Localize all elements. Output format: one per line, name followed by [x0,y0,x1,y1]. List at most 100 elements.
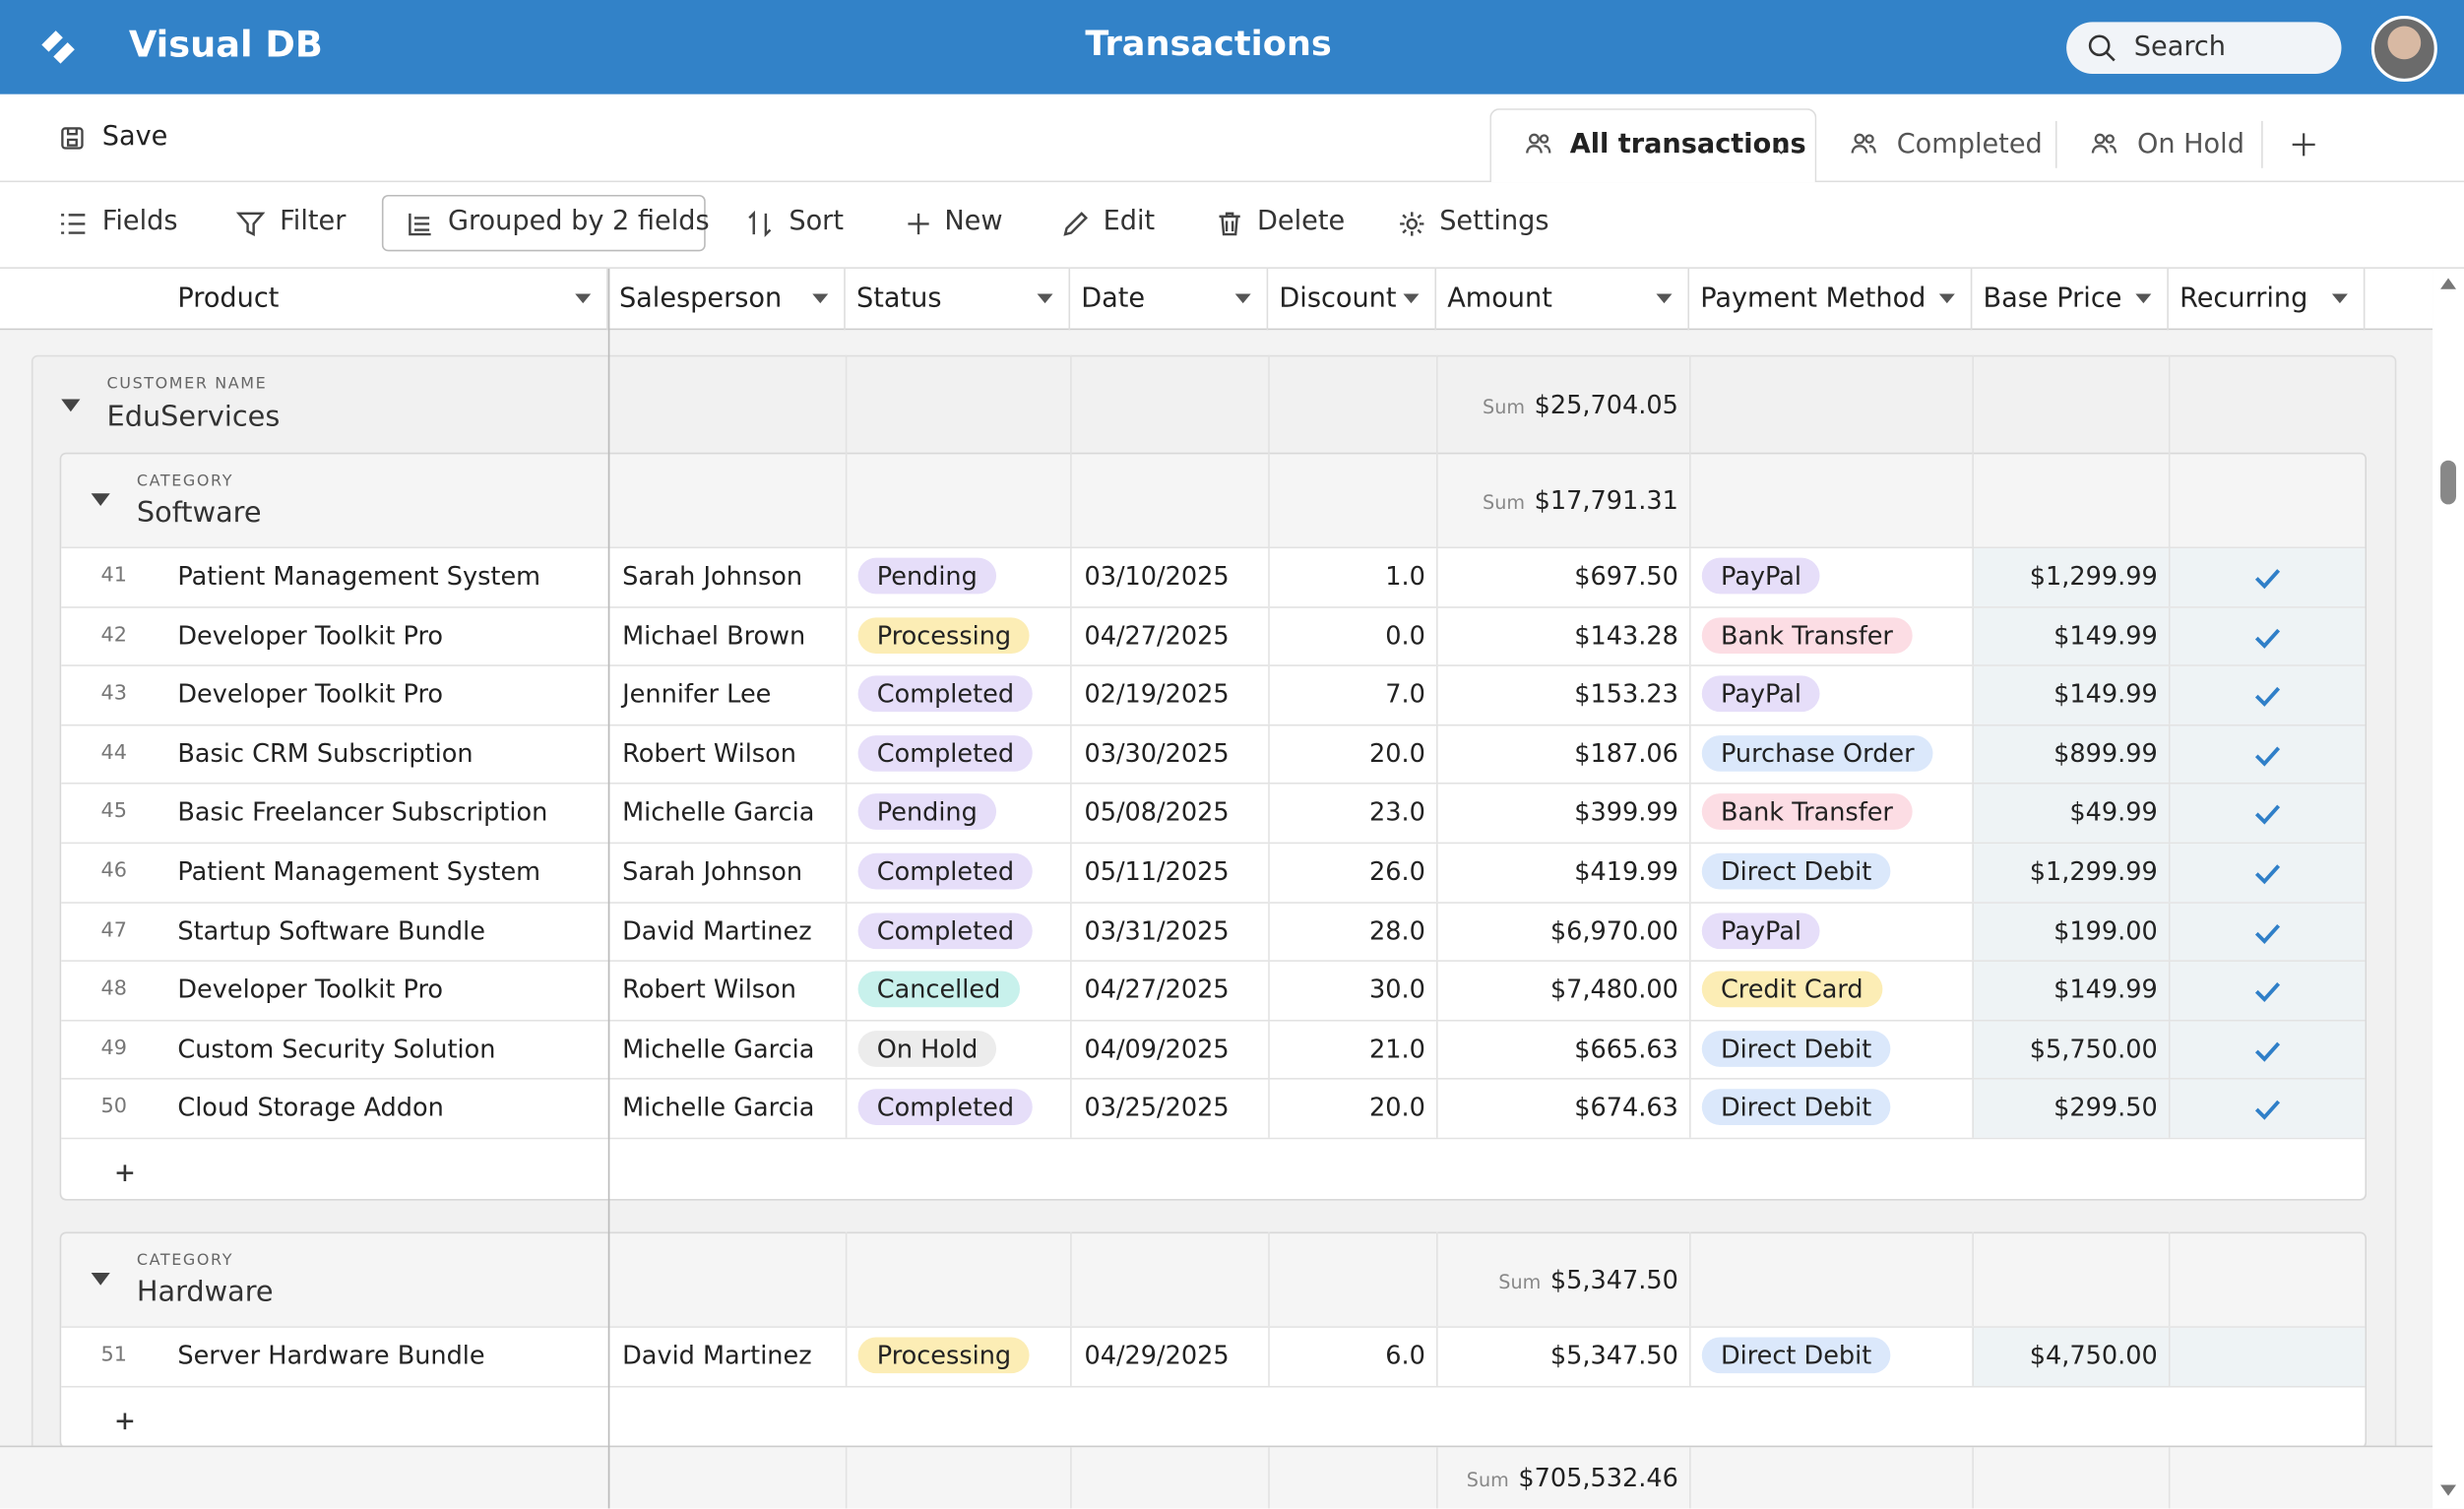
row-number: 51 [100,1343,127,1367]
check-mark [2251,680,2283,712]
table-cell: Michelle Garcia [607,1021,846,1080]
tag: Pending [857,557,997,595]
add-row[interactable] [61,1385,2366,1447]
cell-value: 7.0 [1385,678,1425,710]
cell-value: $153.23 [1574,678,1678,710]
table-cell: Bank Transfer [1689,785,1972,844]
table-row[interactable]: 41 Patient Management System Sarah Johnson… [61,546,2366,607]
table-cell: $187.06 [1436,725,1689,785]
column-head[interactable]: Discount [1268,268,1437,331]
table-row[interactable]: 48 Developer Toolkit Pro Robert Wilson Canc… [61,960,2366,1021]
column-head[interactable]: Recurring [2169,268,2366,331]
cell-value: Startup Software Bundle [177,914,485,946]
table-cell: Direct Debit [1689,1080,1972,1139]
group-sum: Sum $17,791.31 [1436,485,1678,515]
action-button[interactable]: Fields [101,206,178,238]
view-icon [1847,130,1881,158]
search-box[interactable]: Search [2066,22,2342,75]
sum-label: Sum [1498,1271,1542,1293]
table-cell: $5,750.00 [1972,1021,2169,1080]
table-cell: 30.0 [1268,962,1436,1021]
action-button[interactable]: Filter [280,206,347,238]
table-row[interactable]: 50 Cloud Storage Addon Michelle Garcia Comp… [61,1078,2366,1139]
table-cell: Sarah Johnson [607,548,846,607]
table-row[interactable]: 49 Custom Security Solution Michelle Garci… [61,1019,2366,1080]
cell-value: 03/10/2025 [1084,560,1230,592]
table-cell: $49.99 [1972,785,2169,844]
collapse-toggle[interactable] [91,493,110,507]
table-cell: 03/30/2025 [1070,725,1268,785]
action-button[interactable]: New [944,206,1003,238]
table-cell: Michael Brown [607,607,846,666]
sort-caret [1234,293,1251,304]
table-cell: 03/10/2025 [1070,548,1268,607]
cell-value: David Martinez [622,914,812,946]
group-label: CUSTOMER NAME [106,375,268,394]
column-head[interactable]: Date [1070,268,1269,331]
table-cell [2168,725,2366,785]
save-button[interactable]: Save [101,120,168,153]
action-button[interactable]: Delete [1257,206,1346,238]
table-row[interactable]: 51 Server Hardware Bundle David Martinez Pr… [61,1326,2366,1386]
collapse-toggle[interactable] [91,1273,110,1286]
header-bar [0,0,2464,94]
column-line [1972,452,1974,547]
tag: PayPal [1701,557,1821,595]
table-row[interactable]: 46 Patient Management System Sarah Johnson… [61,842,2366,903]
tag: PayPal [1701,912,1821,949]
sum-value: $705,532.46 [1518,1463,1678,1493]
cell-value: Robert Wilson [622,737,796,769]
column-head[interactable]: Amount [1436,268,1690,331]
sort-caret [2135,293,2152,304]
table-cell [2168,1080,2366,1139]
scroll-up[interactable] [2440,278,2457,289]
table-row[interactable]: 44 Basic CRM Subscription Robert Wilson Com… [61,723,2366,785]
table-cell: 05/08/2025 [1070,785,1268,844]
cell-value: $7,480.00 [1549,975,1678,1005]
column-head[interactable]: Payment Method [1689,268,1973,331]
scroll-thumb[interactable] [2440,460,2457,505]
action-icon [58,209,88,238]
table-cell: 42 [63,607,165,665]
collapse-toggle[interactable] [61,399,81,412]
table-cell: 02/19/2025 [1070,666,1268,725]
action-icon [1061,209,1091,238]
table-row[interactable]: 42 Developer Toolkit Pro Michael Brown Proc… [61,605,2366,666]
table-row[interactable]: 45 Basic Freelancer Subscription Michelle … [61,783,2366,844]
cell-value: 1.0 [1385,560,1425,592]
view-tab[interactable]: Completed [1896,128,2043,160]
cell-value: Michelle Garcia [622,796,815,828]
table-cell: 1.0 [1268,548,1436,607]
cell-value: $187.06 [1574,737,1678,769]
column-head[interactable]: Status [846,268,1071,331]
column-line [1070,354,1072,453]
action-button[interactable]: Grouped by 2 fields [447,206,710,238]
table-cell: $674.63 [1436,1080,1689,1139]
view-tab[interactable]: On Hold [2136,128,2244,160]
sum-value: $17,791.31 [1534,485,1678,516]
column-title: Discount [1279,283,1397,315]
action-button[interactable]: Edit [1103,206,1156,238]
action-button[interactable]: Sort [789,206,844,238]
subgroup-name: Software [136,496,262,530]
scroll-down[interactable] [2440,1484,2457,1496]
avatar[interactable] [2370,15,2437,83]
column-head[interactable]: Base Price [1972,268,2169,331]
add-row[interactable] [61,1137,2366,1199]
table-cell: Completed [845,725,1070,785]
tag: Cancelled [857,971,1020,1008]
cell-value: $149.99 [2053,619,2158,651]
cell-value: 04/09/2025 [1084,1034,1230,1064]
table-cell: David Martinez [607,903,846,962]
view-tab[interactable]: All transactions [1569,128,1806,160]
cell-value: 23.0 [1368,796,1425,828]
cell-value: $419.99 [1574,855,1678,887]
action-button[interactable]: Settings [1439,206,1549,238]
cell-value: 26.0 [1368,855,1425,887]
column-head[interactable]: Salesperson [608,268,846,331]
column-head[interactable]: Product [0,268,608,331]
table-row[interactable]: 47 Startup Software Bundle David Martinez C… [61,901,2366,962]
column-line [2168,1447,2171,1509]
cell-value: $299.50 [2053,1093,2158,1123]
table-row[interactable]: 43 Developer Toolkit Pro Jennifer Lee Compl… [61,664,2366,725]
